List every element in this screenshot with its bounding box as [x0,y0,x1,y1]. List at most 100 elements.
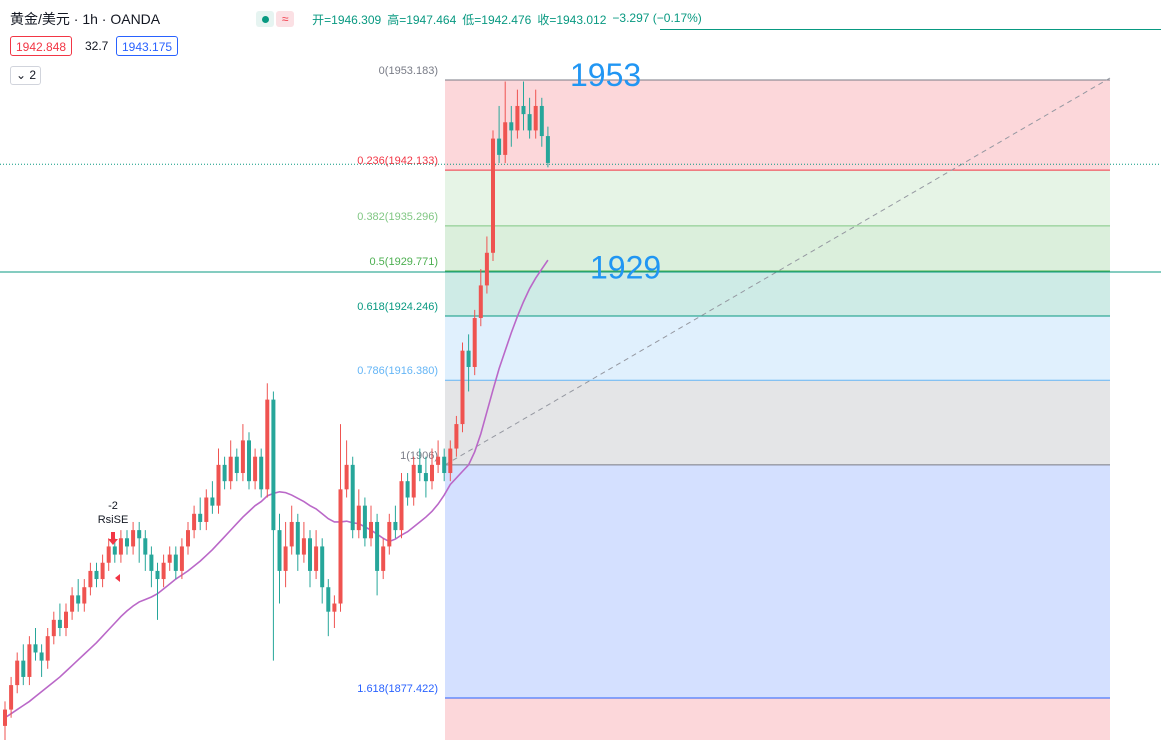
visibility-button[interactable] [256,11,275,27]
candle-body [393,521,398,531]
sell-button[interactable]: 1942.848 [10,36,73,56]
annotation: 1953 [570,57,641,93]
candle-body [387,521,392,547]
candle-body [39,652,44,661]
candle-body [100,562,105,580]
candle-body [94,570,99,580]
candle-body [405,481,410,498]
ohlc-value: −3.297 (−0.17%) [612,10,702,25]
candle-body [277,530,282,571]
candle-body [222,464,227,482]
candle-body [399,481,404,531]
ohlc-value: 开=1946.309 [312,12,382,27]
candle-body [82,587,87,604]
candle-body [332,603,337,612]
fib-trend-line [444,77,1111,466]
ohlc-value: 高=1947.464 [387,12,457,27]
fib-level-label: 0.5(1929.771) [370,256,439,268]
candle-body [515,105,520,131]
fib-zone [445,380,1110,465]
candle-body [545,136,550,163]
candle-body [283,546,288,571]
candle-body [533,105,538,131]
candle-body [436,456,441,465]
candle-body [57,619,62,629]
candle-body [539,105,544,137]
candle-body [198,513,203,522]
candle-body [149,554,154,571]
candle-body [326,587,331,612]
candle-body [210,497,215,506]
indicator-toggle[interactable]: ⌄ 2 [10,66,41,85]
header-rule [660,29,1161,30]
fib-zone [445,170,1110,226]
candle-body [338,489,343,604]
fib-level-label: 0.618(1924.246) [357,301,438,313]
candle-body [112,546,117,555]
fib-level-label: 0(1953.183) [379,65,438,77]
candle-body [442,456,447,474]
candle-body [131,530,136,547]
candle-body [362,505,367,539]
candle-body [411,464,416,498]
annotation: 1929 [590,249,661,285]
candle-body [289,521,294,547]
buy-button[interactable]: 1943.175 [116,36,179,56]
fib-level-label: 0.382(1935.296) [357,211,438,223]
candle-body [137,530,142,539]
candle-body [21,660,26,677]
candle-body [216,464,221,506]
candle-body [417,464,422,474]
candle-body [15,660,20,686]
candle-body [253,456,258,482]
candle-body [472,318,477,367]
fib-zone [445,270,1110,317]
candle-body [9,685,14,710]
candle-body [356,505,361,531]
candle-body [155,570,160,580]
candle-body [192,513,197,531]
signal-name: RsiSE [98,514,129,526]
candle-body [423,473,428,482]
candle-body [497,138,502,155]
candle-body [76,595,81,604]
candle-body [125,538,129,547]
signal-marker [115,574,120,582]
ohlc-value: 低=1942.476 [462,12,532,27]
candle-body [381,546,386,571]
candle-body [484,252,489,286]
candle-body [265,399,270,490]
candle-body [271,399,276,531]
fib-level-label: 0.236(1942.133) [357,155,438,167]
fib-zone [445,79,1110,171]
candle-body [466,350,471,367]
candle-body [64,611,68,629]
candle-body [301,538,306,555]
candle-body [320,546,325,588]
candle-body [295,521,300,555]
candle-body [204,497,209,522]
settings-button[interactable]: ≈ [276,11,295,27]
candle-body [448,448,453,474]
candle-body [33,644,38,653]
spread: 32.7 [85,39,109,53]
fib-zone [445,697,1110,740]
candle-body [509,122,514,131]
candle-body [247,440,251,482]
candle-body [308,538,312,571]
candle-body [344,464,349,490]
candle-body [118,538,123,555]
candle-body [350,464,355,531]
candle-body [106,546,111,563]
candle-body [234,456,239,474]
fib-level-label: 1.618(1877.422) [357,683,438,695]
candle-body [521,105,526,115]
candle-body [259,456,264,490]
candle-body [179,546,184,571]
candle-body [88,570,93,588]
ohlc-legend: 开=1946.309 高=1947.464 低=1942.476 收=1943.012… [306,11,702,28]
candle-body [3,709,7,726]
candle-body [375,521,380,571]
